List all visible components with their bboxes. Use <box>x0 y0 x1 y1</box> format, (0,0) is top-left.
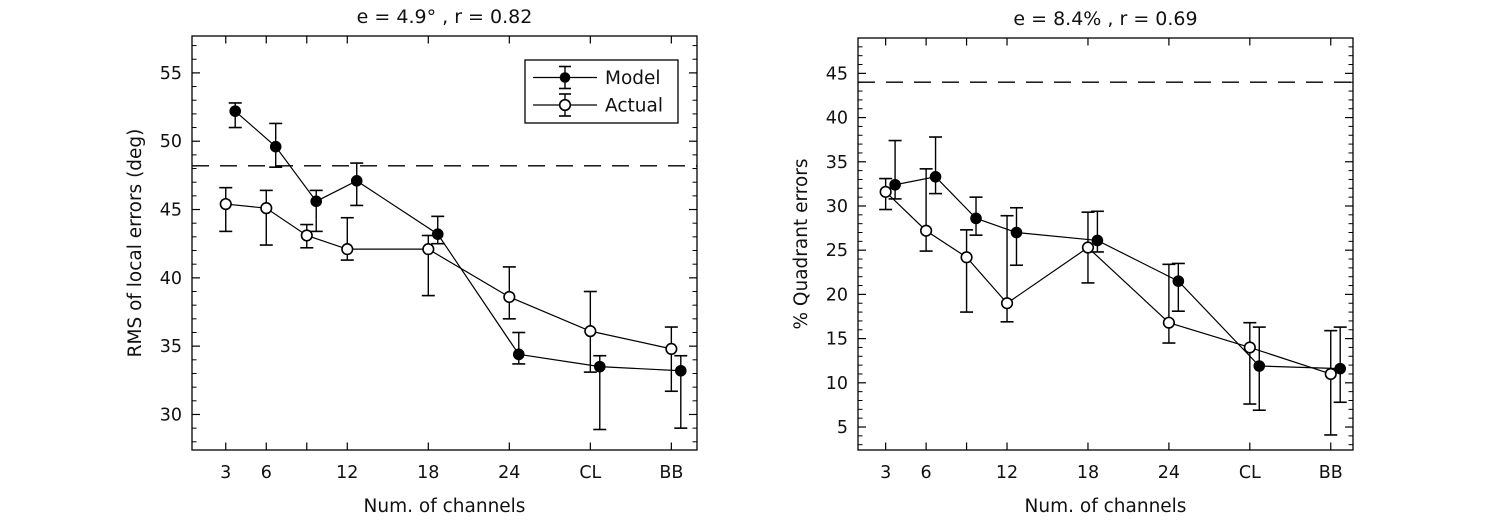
series-actual <box>879 168 1338 436</box>
legend-entry-model: Model <box>533 65 661 90</box>
y-tick-label: 30 <box>826 197 848 217</box>
series-line <box>234 110 681 372</box>
y-tick-label: 40 <box>826 109 848 129</box>
data-point-model <box>350 175 363 187</box>
x-tick-label: CL <box>579 463 601 483</box>
y-axis-label: RMS of local errors (deg) <box>125 129 146 358</box>
y-tick-label: 15 <box>826 330 848 350</box>
x-tick-label: 24 <box>498 463 520 483</box>
y-tick-label: 25 <box>826 241 848 261</box>
left-panel: 3 6 12 18 24 CL BB 30 35 40 45 50 55 e = 4.9° , r = 0… <box>125 6 698 517</box>
data-point-actual <box>300 229 313 242</box>
y-tick-label: 40 <box>160 269 182 289</box>
series-line <box>225 203 672 350</box>
data-point-model <box>1253 360 1266 372</box>
legend-marker-filled <box>559 72 571 83</box>
data-point-actual <box>341 243 354 256</box>
panel-title: e = 4.9° , r = 0.82 <box>357 6 533 28</box>
data-point-actual <box>1162 316 1175 329</box>
panel-title: e = 8.4% , r = 0.69 <box>1013 8 1197 30</box>
x-tick-label: 3 <box>880 463 891 483</box>
data-point-model <box>310 195 323 208</box>
y-tick-label: 35 <box>826 153 848 173</box>
right-panel: 3 6 12 18 24 CL BB 5 10 15 20 25 30 35 40 45 e = 8.4% , … <box>791 8 1354 517</box>
data-point-model <box>1172 275 1185 287</box>
y-tick-label: 5 <box>837 418 848 438</box>
data-point-actual <box>219 197 232 211</box>
legend-label: Model <box>605 68 661 89</box>
data-point-model <box>889 178 901 191</box>
y-tick-label: 20 <box>826 285 848 305</box>
x-tick-label: CL <box>1239 463 1261 483</box>
series-line <box>885 191 1331 375</box>
x-tick-label: 18 <box>417 463 439 483</box>
y-tick-label: 45 <box>160 201 182 221</box>
legend: Model Actual <box>524 59 679 124</box>
data-point-model <box>674 364 687 377</box>
y-axis-label: % Quadrant errors <box>791 158 812 329</box>
data-point-actual <box>920 224 933 237</box>
data-point-actual <box>260 202 273 215</box>
data-point-model <box>1010 226 1023 239</box>
series-actual <box>219 186 678 393</box>
y-tick-label: 50 <box>160 132 182 152</box>
legend-label: Actual <box>605 96 663 117</box>
x-tick-label: BB <box>1319 463 1343 483</box>
x-tick-label: BB <box>659 463 683 483</box>
x-tick-label: 6 <box>921 463 932 483</box>
y-tick-label: 30 <box>160 405 182 425</box>
y-tick-label: 45 <box>826 64 848 84</box>
series-model <box>228 102 688 431</box>
data-point-model <box>512 348 525 361</box>
data-point-model <box>1334 362 1346 375</box>
x-axis-label: Num. of channels <box>1025 496 1187 517</box>
x-tick-label: 12 <box>336 463 358 483</box>
y-tick-label: 55 <box>160 64 182 84</box>
data-point-actual <box>879 185 892 198</box>
data-point-model <box>970 212 982 225</box>
y-tick-label: 10 <box>826 374 848 394</box>
x-tick-label: 6 <box>261 463 272 483</box>
legend-marker-open <box>558 98 572 112</box>
data-point-model <box>431 228 444 240</box>
data-point-actual <box>1000 297 1014 310</box>
data-point-actual <box>1324 367 1337 381</box>
data-point-actual <box>665 342 678 355</box>
data-point-actual <box>584 325 597 338</box>
legend-entry-actual: Actual <box>533 93 663 117</box>
data-point-actual <box>1243 341 1256 354</box>
data-point-actual <box>503 290 516 304</box>
data-point-model <box>593 360 606 373</box>
x-tick-label: 3 <box>220 463 231 483</box>
x-tick-label: 12 <box>996 463 1018 483</box>
legend-box <box>524 59 679 124</box>
x-tick-label: 18 <box>1077 463 1099 483</box>
data-point-actual <box>422 243 435 256</box>
data-point-model <box>929 171 942 183</box>
data-point-actual <box>1081 241 1095 254</box>
data-point-model <box>229 105 242 117</box>
data-point-model <box>269 140 282 153</box>
x-axis-label: Num. of channels <box>364 496 526 517</box>
y-tick-label: 35 <box>160 337 182 357</box>
x-tick-label: 24 <box>1158 463 1180 483</box>
data-point-model <box>1091 234 1104 247</box>
data-point-actual <box>960 251 973 264</box>
